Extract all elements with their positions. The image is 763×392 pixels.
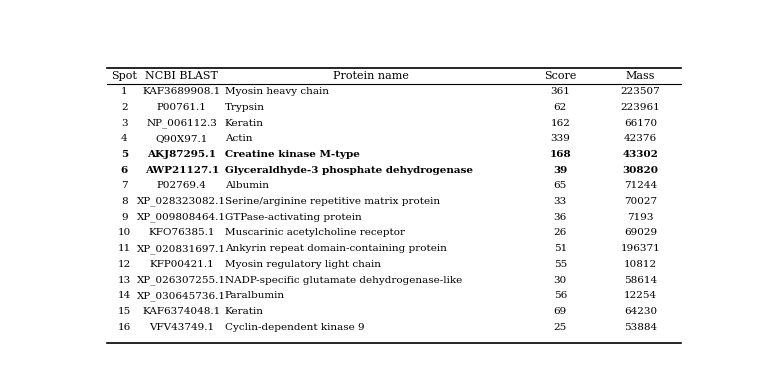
- Text: NP_006112.3: NP_006112.3: [146, 118, 217, 128]
- Text: 15: 15: [118, 307, 131, 316]
- Text: KFP00421.1: KFP00421.1: [150, 260, 214, 269]
- Text: 26: 26: [554, 229, 567, 238]
- Text: Muscarinic acetylcholine receptor: Muscarinic acetylcholine receptor: [225, 229, 405, 238]
- Text: Keratin: Keratin: [225, 119, 264, 128]
- Text: Protein name: Protein name: [333, 71, 409, 81]
- Text: XP_028323082.1: XP_028323082.1: [137, 197, 227, 207]
- Text: 25: 25: [554, 323, 567, 332]
- Text: XP_009808464.1: XP_009808464.1: [137, 212, 227, 222]
- Text: 361: 361: [550, 87, 570, 96]
- Text: 339: 339: [550, 134, 570, 143]
- Text: P00761.1: P00761.1: [157, 103, 207, 112]
- Text: Score: Score: [544, 71, 577, 81]
- Text: 7: 7: [121, 181, 127, 191]
- Text: 3: 3: [121, 119, 127, 128]
- Text: GTPase-activating protein: GTPase-activating protein: [225, 213, 362, 222]
- Text: Mass: Mass: [626, 71, 655, 81]
- Text: 11: 11: [118, 244, 131, 253]
- Text: 56: 56: [554, 291, 567, 300]
- Text: 2: 2: [121, 103, 127, 112]
- Text: 51: 51: [554, 244, 567, 253]
- Text: 30: 30: [554, 276, 567, 285]
- Text: Spot: Spot: [111, 71, 137, 81]
- Text: Myosin regulatory light chain: Myosin regulatory light chain: [225, 260, 381, 269]
- Text: 223961: 223961: [621, 103, 661, 112]
- Text: XP_020831697.1: XP_020831697.1: [137, 244, 227, 254]
- Text: 69: 69: [554, 307, 567, 316]
- Text: 162: 162: [550, 119, 570, 128]
- Text: 58614: 58614: [624, 276, 657, 285]
- Text: AWP21127.1: AWP21127.1: [145, 166, 219, 175]
- Text: Actin: Actin: [225, 134, 253, 143]
- Text: 65: 65: [554, 181, 567, 191]
- Text: 5: 5: [121, 150, 128, 159]
- Text: Ankyrin repeat domain-containing protein: Ankyrin repeat domain-containing protein: [225, 244, 447, 253]
- Text: Trypsin: Trypsin: [225, 103, 265, 112]
- Text: 66170: 66170: [624, 119, 657, 128]
- Text: XP_026307255.1: XP_026307255.1: [137, 275, 227, 285]
- Text: 16: 16: [118, 323, 131, 332]
- Text: KAF3689908.1: KAF3689908.1: [143, 87, 221, 96]
- Text: 70027: 70027: [624, 197, 657, 206]
- Text: 36: 36: [554, 213, 567, 222]
- Text: 53884: 53884: [624, 323, 657, 332]
- Text: 8: 8: [121, 197, 127, 206]
- Text: 14: 14: [118, 291, 131, 300]
- Text: 62: 62: [554, 103, 567, 112]
- Text: XP_030645736.1: XP_030645736.1: [137, 291, 227, 301]
- Text: 10812: 10812: [624, 260, 657, 269]
- Text: 39: 39: [553, 166, 568, 175]
- Text: 7193: 7193: [627, 213, 654, 222]
- Text: Keratin: Keratin: [225, 307, 264, 316]
- Text: Paralbumin: Paralbumin: [225, 291, 285, 300]
- Text: NCBI BLAST: NCBI BLAST: [145, 71, 218, 81]
- Text: 4: 4: [121, 134, 127, 143]
- Text: 64230: 64230: [624, 307, 657, 316]
- Text: VFV43749.1: VFV43749.1: [150, 323, 214, 332]
- Text: AKJ87295.1: AKJ87295.1: [147, 150, 216, 159]
- Text: Glyceraldhyde-3 phosphate dehydrogenase: Glyceraldhyde-3 phosphate dehydrogenase: [225, 166, 473, 175]
- Text: 10: 10: [118, 229, 131, 238]
- Text: 12: 12: [118, 260, 131, 269]
- Text: Creatine kinase M-type: Creatine kinase M-type: [225, 150, 359, 159]
- Text: KAF6374048.1: KAF6374048.1: [143, 307, 221, 316]
- Text: Albumin: Albumin: [225, 181, 269, 191]
- Text: 9: 9: [121, 213, 127, 222]
- Text: 69029: 69029: [624, 229, 657, 238]
- Text: Q90X97.1: Q90X97.1: [156, 134, 208, 143]
- Text: KFO76385.1: KFO76385.1: [149, 229, 215, 238]
- Text: Myosin heavy chain: Myosin heavy chain: [225, 87, 329, 96]
- Text: 223507: 223507: [621, 87, 661, 96]
- Text: Serine/arginine repetitive matrix protein: Serine/arginine repetitive matrix protei…: [225, 197, 440, 206]
- Text: 1: 1: [121, 87, 127, 96]
- Text: 55: 55: [554, 260, 567, 269]
- Text: 168: 168: [549, 150, 571, 159]
- Text: 196371: 196371: [621, 244, 661, 253]
- Text: 13: 13: [118, 276, 131, 285]
- Text: 12254: 12254: [624, 291, 657, 300]
- Text: Cyclin-dependent kinase 9: Cyclin-dependent kinase 9: [225, 323, 365, 332]
- Text: NADP-specific glutamate dehydrogenase-like: NADP-specific glutamate dehydrogenase-li…: [225, 276, 462, 285]
- Text: 71244: 71244: [624, 181, 657, 191]
- Text: 33: 33: [554, 197, 567, 206]
- Text: 43302: 43302: [623, 150, 658, 159]
- Text: 6: 6: [121, 166, 128, 175]
- Text: 30820: 30820: [623, 166, 658, 175]
- Text: 42376: 42376: [624, 134, 657, 143]
- Text: P02769.4: P02769.4: [157, 181, 207, 191]
